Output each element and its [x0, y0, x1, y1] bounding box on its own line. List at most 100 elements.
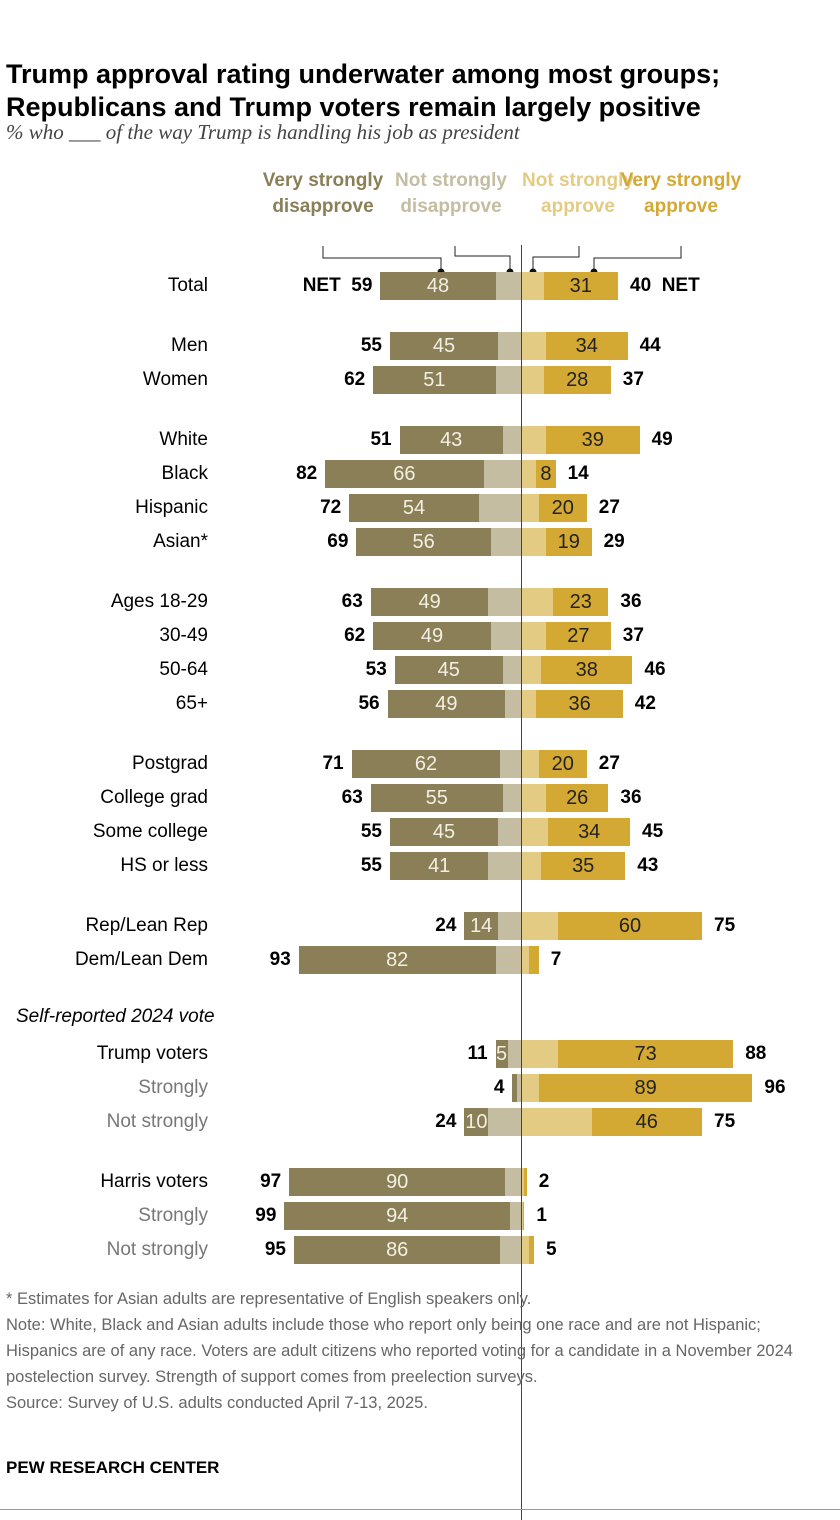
bar-not-strongly-approve: [522, 1202, 524, 1230]
net-disapprove-label: 63: [341, 787, 363, 808]
bar-label-very-disapprove: 62: [414, 753, 438, 775]
bar-not-strongly-disapprove: [510, 1202, 522, 1230]
net-approve-label: 44: [639, 335, 661, 356]
bar-label-very-approve: 20: [551, 753, 574, 775]
section-label: Self-reported 2024 vote: [16, 1006, 215, 1027]
bar-label-very-disapprove: 49: [418, 591, 441, 613]
row-label: Not strongly: [106, 1111, 208, 1132]
net-disapprove-label: 99: [255, 1205, 277, 1226]
net-disapprove-label: 24: [435, 1111, 457, 1132]
row-label: Hispanic: [135, 497, 208, 518]
bar-label-very-approve: 23: [569, 591, 592, 613]
bar-not-strongly-disapprove: [498, 332, 522, 360]
net-approve-label: 96: [764, 1077, 786, 1098]
bar-not-strongly-approve: [522, 528, 546, 556]
bar-very-disapprove: [370, 784, 503, 812]
bar-very-approve: [541, 852, 626, 880]
bar-very-approve: [536, 460, 556, 488]
net-approve-label: 75: [714, 1111, 736, 1132]
bar-not-strongly-approve: [522, 426, 546, 454]
net-approve-label: 75: [714, 915, 736, 936]
bar-very-approve: [546, 784, 609, 812]
bar-label-very-approve: 35: [572, 855, 595, 877]
net-approve-label: 14: [567, 463, 589, 484]
net-approve-label: 36: [620, 591, 642, 612]
bar-not-strongly-disapprove: [502, 656, 522, 684]
footnote: * Estimates for Asian adults are represe…: [6, 1290, 532, 1308]
bar-label-very-disapprove: 51: [423, 369, 446, 391]
bar-not-strongly-approve: [522, 1108, 592, 1136]
bar-not-strongly-disapprove: [500, 750, 522, 778]
chart-title: Trump approval rating underwater among m…: [6, 59, 721, 122]
bottom-rule: [0, 1509, 840, 1510]
net-approve-label: 43: [637, 855, 659, 876]
net-approve-label: 2: [538, 1171, 550, 1192]
bar-not-strongly-disapprove: [507, 1040, 522, 1068]
net-approve-label: 7: [550, 949, 562, 970]
bar-very-disapprove: [356, 528, 491, 556]
row-label: Total: [167, 275, 208, 296]
bar-not-strongly-approve: [522, 494, 539, 522]
bar-label-very-disapprove: 86: [386, 1239, 409, 1261]
bar-label-very-disapprove: 49: [435, 693, 458, 715]
net-approve-label: 49: [651, 429, 673, 450]
net-disapprove-label: 95: [264, 1239, 286, 1260]
brand-logo: PEW RESEARCH CENTER: [6, 1458, 220, 1477]
row-label: Rep/Lean Rep: [85, 915, 208, 936]
bar-label-very-approve: 20: [551, 497, 574, 519]
bar-very-approve: [546, 528, 592, 556]
row-label: 50-64: [159, 659, 208, 680]
bar-very-disapprove: [370, 588, 489, 616]
bar-very-disapprove: [512, 1074, 518, 1102]
bar-label-very-disapprove: 90: [386, 1171, 409, 1193]
bar-very-disapprove: [373, 622, 491, 650]
net-disapprove-label: NET 59: [302, 275, 373, 296]
net-disapprove-label: 62: [344, 369, 366, 390]
bar-very-approve: [543, 272, 618, 300]
bar-label-very-approve: 8: [540, 463, 552, 485]
bar-very-disapprove: [325, 460, 484, 488]
net-approve-label: 1: [536, 1205, 547, 1226]
bar-label-very-disapprove: 45: [432, 821, 456, 843]
row-label: Men: [171, 335, 208, 356]
bar-label-very-disapprove: 94: [386, 1205, 409, 1227]
bar-very-approve: [546, 332, 628, 360]
net-disapprove-label: 63: [341, 591, 363, 612]
bar-very-approve: [546, 622, 611, 650]
bar-not-strongly-approve: [522, 332, 546, 360]
bar-not-strongly-approve: [522, 946, 530, 974]
bar-very-disapprove: [284, 1202, 510, 1230]
bar-not-strongly-disapprove: [500, 1236, 522, 1264]
row-label: Some college: [92, 821, 208, 842]
row-label: 65+: [175, 693, 208, 714]
bar-not-strongly-approve: [522, 1074, 539, 1102]
bar-very-disapprove: [351, 750, 501, 778]
bar-not-strongly-approve: [522, 1040, 558, 1068]
net-disapprove-label: 97: [260, 1171, 282, 1192]
bar-label-very-approve: 39: [581, 429, 604, 451]
bar-not-strongly-disapprove: [490, 622, 522, 650]
bar-very-approve: [538, 1074, 753, 1102]
bar-not-strongly-disapprove: [517, 1074, 522, 1102]
net-disapprove-label: 55: [360, 335, 382, 356]
bar-label-very-approve: 46: [635, 1111, 658, 1133]
legend-very-disapprove: Very strongly disapprove: [262, 170, 384, 217]
bar-very-disapprove: [349, 494, 479, 522]
chart-subtitle: % who ___ of the way Trump is handling h…: [6, 120, 520, 144]
bar-label-very-approve: 31: [569, 275, 592, 297]
bar-very-approve: [541, 656, 633, 684]
bar-not-strongly-approve: [522, 912, 558, 940]
note: Note: White, Black and Asian adults incl…: [6, 1316, 793, 1386]
bar-very-approve: [538, 494, 587, 522]
bar-label-very-approve: 73: [634, 1043, 657, 1065]
bar-label-very-approve: 38: [575, 659, 598, 681]
net-approve-label: 88: [745, 1043, 767, 1064]
bar-very-approve: [558, 912, 702, 940]
bar-very-approve: [529, 1236, 534, 1264]
bar-very-approve: [543, 366, 611, 394]
bar-label-very-disapprove: 55: [425, 787, 448, 809]
row-label: White: [159, 429, 208, 450]
bar-not-strongly-approve: [522, 690, 537, 718]
net-approve-label: 37: [622, 369, 644, 390]
bar-label-very-approve: 34: [578, 821, 601, 843]
